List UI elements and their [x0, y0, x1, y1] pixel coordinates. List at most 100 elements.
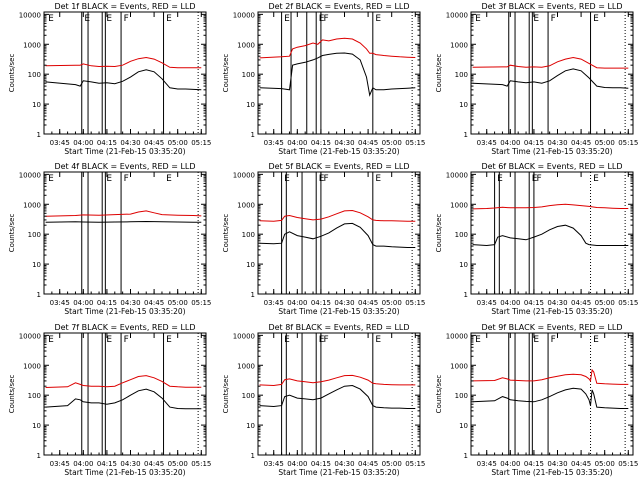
x-tick-label: 04:15 [311, 460, 331, 468]
y-tick-label: 10 [459, 261, 468, 269]
x-tick-label: 04:00 [73, 139, 93, 147]
x-tick-label: 05:00 [595, 139, 615, 147]
x-tick-label: 05:00 [595, 299, 615, 307]
y-tick-label: 100 [455, 71, 468, 79]
events-series-line [259, 222, 416, 248]
x-tick-label: 04:45 [144, 299, 164, 307]
y-tick-label: 1000 [237, 201, 255, 209]
x-tick-label: 04:00 [73, 299, 93, 307]
x-axis-label: Start Time (21-Feb-15 03:35:20) [491, 307, 612, 316]
marker-label: E [319, 14, 325, 24]
x-tick-label: 05:15 [191, 299, 211, 307]
panel-title: Det 2f BLACK = Events, RED = LLD [268, 2, 409, 11]
marker-label: E [284, 14, 290, 24]
lld-series-line [45, 375, 202, 388]
x-tick-label: 04:30 [547, 139, 567, 147]
y-tick-label: 1000 [237, 41, 255, 49]
y-tick-label: 100 [242, 392, 255, 400]
events-series-line [45, 69, 202, 91]
x-tick-label: 04:45 [571, 460, 591, 468]
y-tick-label: 1000 [23, 41, 41, 49]
x-tick-label: 05:15 [191, 139, 211, 147]
x-axis-label: Start Time (21-Feb-15 03:35:20) [64, 147, 185, 156]
plot-frame [43, 171, 207, 295]
plot-frame [470, 332, 634, 456]
x-tick-label: 05:15 [405, 139, 425, 147]
x-tick-label: 04:00 [500, 139, 520, 147]
y-axis-label: Counts/sec [222, 214, 230, 253]
lld-series-line [472, 368, 629, 385]
y-tick-label: 100 [28, 71, 41, 79]
x-tick-label: 04:45 [358, 299, 378, 307]
x-tick-label: 03:45 [264, 139, 284, 147]
x-tick-label: 04:15 [524, 299, 544, 307]
x-tick-label: 03:45 [477, 460, 497, 468]
x-tick-label: 04:30 [547, 299, 567, 307]
y-tick-label: 100 [455, 392, 468, 400]
marker-label: F [323, 335, 328, 345]
panel-title: Det 6f BLACK = Events, RED = LLD [481, 162, 622, 171]
y-tick-label: 1 [37, 131, 41, 139]
y-axis-label: Counts/sec [8, 214, 16, 253]
panel-title: Det 5f BLACK = Events, RED = LLD [268, 162, 409, 171]
y-tick-label: 10 [246, 261, 255, 269]
y-tick-label: 10 [459, 422, 468, 430]
marker-label: E [284, 335, 290, 345]
x-axis-label: Start Time (21-Feb-15 03:35:20) [278, 307, 399, 316]
x-tick-label: 05:15 [618, 460, 638, 468]
marker-label: E [593, 335, 599, 345]
lld-series-line [259, 37, 416, 59]
y-tick-label: 1 [464, 131, 468, 139]
y-tick-label: 10 [246, 101, 255, 109]
marker-label: F [323, 14, 328, 24]
plot-frame [257, 11, 421, 135]
marker-label: E [593, 174, 599, 184]
x-tick-label: 04:45 [571, 139, 591, 147]
x-axis-label: Start Time (21-Feb-15 03:35:20) [278, 468, 399, 477]
x-tick-label: 04:30 [120, 139, 140, 147]
marker-label: E [48, 335, 54, 345]
x-tick-label: 04:30 [120, 299, 140, 307]
lld-series-line [259, 374, 416, 387]
marker-label: F [323, 174, 328, 184]
panel-title: Det 9f BLACK = Events, RED = LLD [481, 323, 622, 332]
plot-frame [470, 171, 634, 295]
y-tick-label: 1 [464, 291, 468, 299]
x-tick-label: 04:00 [287, 460, 307, 468]
y-tick-label: 1000 [450, 41, 468, 49]
y-tick-label: 100 [28, 392, 41, 400]
y-tick-label: 1000 [23, 362, 41, 370]
x-axis-label: Start Time (21-Feb-15 03:35:20) [278, 147, 399, 156]
plot-frame [43, 11, 207, 135]
y-tick-label: 100 [242, 231, 255, 239]
x-tick-label: 05:00 [168, 299, 188, 307]
x-tick-label: 03:45 [50, 299, 70, 307]
marker-label: E [532, 174, 538, 184]
y-tick-label: 1 [464, 452, 468, 460]
y-axis-label: Counts/sec [8, 375, 16, 414]
y-tick-label: 10000 [233, 332, 255, 340]
y-tick-label: 100 [242, 71, 255, 79]
x-tick-label: 04:15 [524, 460, 544, 468]
x-tick-label: 05:15 [618, 299, 638, 307]
y-tick-label: 1 [251, 452, 255, 460]
marker-label: F [551, 335, 556, 345]
y-tick-label: 10000 [19, 11, 41, 19]
y-tick-label: 10000 [19, 332, 41, 340]
events-series-line [45, 388, 202, 410]
x-tick-label: 04:30 [334, 299, 354, 307]
lld-series-line [259, 209, 416, 222]
marker-label: E [593, 14, 599, 24]
x-axis-label: Start Time (21-Feb-15 03:35:20) [491, 468, 612, 477]
y-axis-label: Counts/sec [435, 375, 443, 414]
marker-label: E [48, 14, 54, 24]
x-tick-label: 05:00 [382, 139, 402, 147]
y-tick-label: 10 [32, 261, 41, 269]
